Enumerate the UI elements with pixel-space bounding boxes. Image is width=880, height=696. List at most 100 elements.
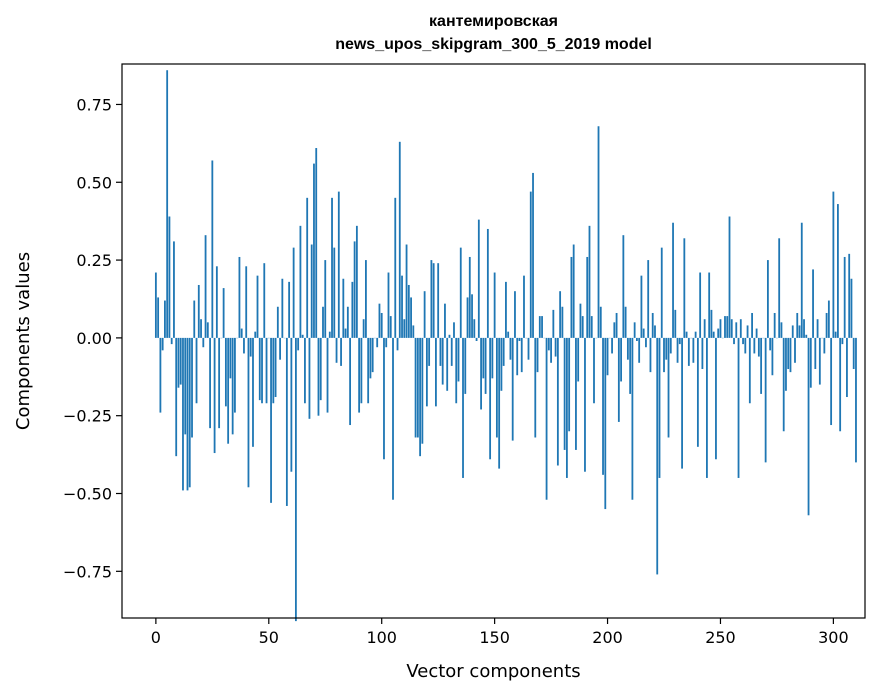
bar-73 bbox=[319, 337, 322, 401]
bar-285 bbox=[798, 325, 801, 338]
bar-141 bbox=[473, 319, 476, 338]
bar-71 bbox=[315, 148, 318, 338]
bar-135 bbox=[459, 247, 462, 338]
bar-263 bbox=[748, 337, 751, 404]
bar-284 bbox=[796, 312, 799, 338]
bar-74 bbox=[322, 306, 324, 338]
bar-137 bbox=[464, 337, 467, 394]
bar-110 bbox=[403, 319, 406, 338]
bar-45 bbox=[256, 275, 259, 338]
bar-222 bbox=[656, 337, 659, 575]
bar-80 bbox=[335, 337, 338, 363]
bar-257 bbox=[735, 322, 738, 338]
bar-103 bbox=[387, 272, 390, 338]
bar-46 bbox=[258, 337, 261, 401]
bar-220 bbox=[651, 312, 654, 338]
bar-266 bbox=[755, 328, 758, 338]
bar-34 bbox=[231, 337, 234, 435]
bar-147 bbox=[486, 228, 489, 338]
bar-299 bbox=[830, 337, 833, 426]
bar-156 bbox=[507, 331, 510, 338]
bar-77 bbox=[328, 331, 331, 338]
bar-14 bbox=[186, 337, 189, 491]
bar-111 bbox=[405, 244, 408, 338]
bar-129 bbox=[446, 337, 449, 391]
bar-108 bbox=[398, 141, 401, 338]
bar-109 bbox=[401, 275, 403, 338]
bar-171 bbox=[541, 316, 543, 338]
bar-96 bbox=[371, 337, 374, 373]
bar-258 bbox=[737, 337, 740, 478]
bar-39 bbox=[243, 337, 245, 354]
bar-249 bbox=[717, 328, 720, 338]
bar-190 bbox=[584, 337, 586, 472]
bar-83 bbox=[342, 278, 345, 338]
bar-283 bbox=[794, 337, 796, 363]
bar-198 bbox=[602, 337, 604, 475]
bar-82 bbox=[340, 337, 342, 366]
bar-228 bbox=[669, 337, 672, 354]
bar-265 bbox=[753, 337, 756, 354]
bar-52 bbox=[272, 337, 275, 404]
bar-151 bbox=[495, 337, 498, 438]
bar-98 bbox=[376, 337, 379, 348]
bar-126 bbox=[439, 337, 442, 366]
bar-25 bbox=[211, 160, 214, 338]
bar-89 bbox=[355, 225, 358, 338]
bar-145 bbox=[482, 337, 485, 379]
bar-191 bbox=[586, 256, 589, 338]
bar-250 bbox=[719, 319, 722, 338]
bar-139 bbox=[468, 256, 471, 338]
bar-208 bbox=[624, 306, 627, 338]
bar-138 bbox=[466, 297, 469, 338]
bar-65 bbox=[301, 334, 304, 338]
bar-193 bbox=[590, 316, 593, 338]
bar-256 bbox=[733, 337, 735, 345]
bar-70 bbox=[313, 163, 315, 338]
bar-3 bbox=[161, 337, 164, 351]
bar-271 bbox=[766, 260, 769, 338]
bar-21 bbox=[202, 337, 205, 348]
bar-246 bbox=[710, 309, 713, 338]
bar-306 bbox=[846, 337, 848, 398]
bar-189 bbox=[581, 316, 584, 338]
bar-86 bbox=[349, 337, 351, 426]
bar-298 bbox=[827, 300, 830, 338]
bar-192 bbox=[588, 225, 591, 338]
bar-215 bbox=[640, 275, 643, 338]
bar-130 bbox=[448, 334, 451, 338]
bar-59 bbox=[288, 281, 291, 338]
bar-287 bbox=[803, 319, 805, 338]
bar-112 bbox=[407, 284, 410, 338]
y-tick-label: 0.00 bbox=[76, 329, 112, 348]
bar-18 bbox=[195, 337, 198, 404]
bar-225 bbox=[663, 337, 665, 373]
bar-28 bbox=[218, 337, 221, 429]
x-tick-label: 100 bbox=[366, 628, 397, 647]
bar-79 bbox=[333, 247, 336, 338]
bar-209 bbox=[626, 337, 629, 360]
bar-260 bbox=[742, 337, 744, 345]
bar-259 bbox=[739, 319, 742, 338]
bar-253 bbox=[726, 316, 729, 338]
bar-131 bbox=[450, 337, 453, 366]
bar-104 bbox=[389, 316, 392, 338]
bar-120 bbox=[425, 337, 428, 407]
bar-274 bbox=[773, 312, 776, 338]
bar-221 bbox=[654, 325, 656, 338]
bar-10 bbox=[177, 337, 180, 388]
bar-278 bbox=[782, 337, 785, 432]
x-axis-label: Vector components bbox=[406, 661, 580, 682]
bar-117 bbox=[419, 337, 422, 457]
chart-title-line-2: news_upos_skipgram_300_5_2019 model bbox=[335, 36, 652, 53]
bar-194 bbox=[593, 337, 595, 404]
bar-206 bbox=[620, 337, 622, 382]
bar-6 bbox=[168, 216, 171, 338]
bar-53 bbox=[274, 337, 277, 398]
chart-title-line-1: кантемировская bbox=[429, 13, 558, 30]
bar-22 bbox=[204, 235, 207, 338]
bar-105 bbox=[392, 337, 394, 500]
bar-289 bbox=[807, 337, 810, 516]
bar-281 bbox=[789, 337, 792, 373]
bar-107 bbox=[396, 337, 399, 351]
